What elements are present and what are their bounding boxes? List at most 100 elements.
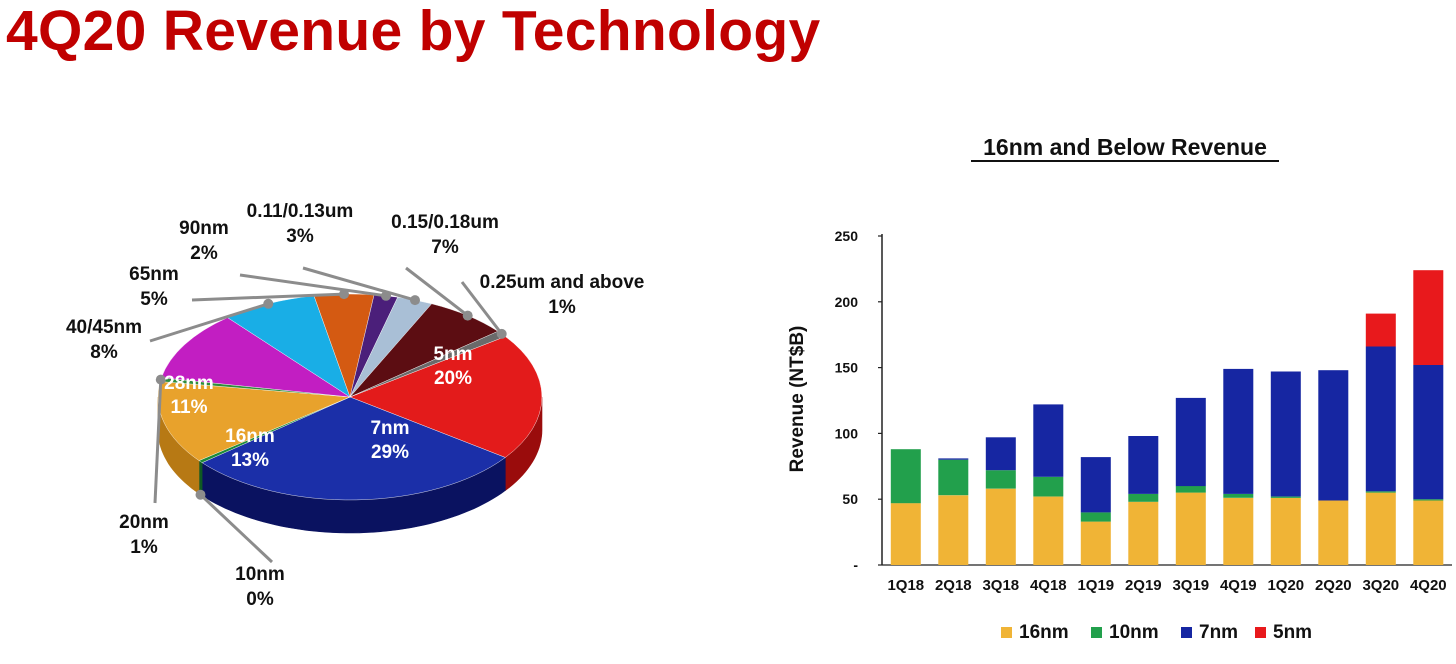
bar-chart-title: 16nm and Below Revenue <box>983 134 1267 160</box>
x-tick-label: 2Q19 <box>1125 577 1162 594</box>
pie-label-0-11-0-13um-pct: 3% <box>286 226 314 247</box>
bar-3q18-10nm <box>985 470 1016 489</box>
pie-leader-0-15-0-18um <box>405 266 469 317</box>
pie-chart: 5nm 20% 7nm 29% 10nm 0% 16nm 13% 20nm 1% 28nm 11% 40… <box>66 201 645 610</box>
page-title: 4Q20 Revenue by Technology <box>6 0 821 63</box>
bar-4q20-7nm <box>1413 365 1444 500</box>
x-tick-label: 1Q18 <box>887 577 924 594</box>
y-tick-label: - <box>853 557 858 573</box>
bar-2q19-16nm <box>1128 501 1159 565</box>
pie-label-65nm-pct: 5% <box>140 289 168 310</box>
pie-label-10nm: 10nm <box>235 564 285 585</box>
bar-1q19-16nm <box>1080 521 1111 565</box>
bar-3q18-16nm <box>985 488 1016 565</box>
pie-label-65nm: 65nm <box>129 264 179 285</box>
legend-label-16nm: 16nm <box>1019 622 1069 643</box>
pie-leader-10nm <box>199 493 274 564</box>
pie-leader-20nm <box>153 379 163 504</box>
pie-label-10nm-pct: 0% <box>246 589 274 610</box>
pie-leader-dot-10nm <box>195 489 206 500</box>
pie-label-7nm: 7nm <box>370 418 409 439</box>
pie-leader-0-25um-and-above <box>460 281 503 335</box>
x-tick-label: 3Q20 <box>1362 577 1399 594</box>
pie-label-40-45nm: 40/45nm <box>66 317 142 338</box>
legend-label-10nm: 10nm <box>1109 622 1159 643</box>
bar-4q19-7nm <box>1223 368 1254 494</box>
y-tick-label: 200 <box>835 294 859 310</box>
pie-leader-dot-0-15-0-18um <box>462 310 473 321</box>
pie-label-5nm-pct: 20% <box>434 368 472 389</box>
x-tick-label: 3Q18 <box>982 577 1019 594</box>
bar-2q18-7nm <box>938 458 969 460</box>
legend-label-7nm: 7nm <box>1199 622 1238 643</box>
pie-label-0-15-0-18um-pct: 7% <box>431 237 459 258</box>
pie-label-28nm: 28nm <box>164 373 214 394</box>
pie-leader-65nm <box>191 292 345 302</box>
pie-slice-5nm <box>349 336 543 458</box>
bar-4q20-5nm <box>1413 270 1444 365</box>
bar-4q18-10nm <box>1033 476 1064 497</box>
y-tick-label: 250 <box>835 228 859 244</box>
pie-leader-dot-0-25um-and-above <box>496 328 507 339</box>
bar-3q20-16nm <box>1365 492 1396 565</box>
pie-label-20nm: 20nm <box>119 512 169 533</box>
bar-3q20-7nm <box>1365 346 1396 492</box>
pie-leader-90nm <box>239 273 387 298</box>
bar-3q19-16nm <box>1175 492 1206 565</box>
bar-3q20-5nm <box>1365 313 1396 347</box>
bar-3q18-7nm <box>985 437 1016 471</box>
bar-1q18-16nm <box>890 503 921 565</box>
pie-leader-0-11-0-13um <box>302 266 416 302</box>
y-tick-label: 50 <box>842 491 858 507</box>
pie-label-90nm-pct: 2% <box>190 243 218 264</box>
bar-1q20-7nm <box>1270 371 1301 497</box>
bar-2q20-16nm <box>1318 500 1349 565</box>
x-tick-label: 3Q19 <box>1172 577 1209 594</box>
bar-1q19-7nm <box>1080 457 1111 513</box>
pie-label-0-25um-and-above: 0.25um and above <box>480 272 645 293</box>
x-tick-label: 2Q20 <box>1315 577 1352 594</box>
bar-2q18-10nm <box>938 459 969 496</box>
bar-4q19-10nm <box>1223 493 1254 498</box>
x-tick-label: 4Q18 <box>1030 577 1067 594</box>
legend-swatch-7nm <box>1181 627 1192 638</box>
pie-slice-28nm <box>161 317 351 398</box>
pie-label-0-15-0-18um: 0.15/0.18um <box>391 212 499 233</box>
x-tick-label: 4Q19 <box>1220 577 1257 594</box>
pie-slice-7nm <box>201 396 506 501</box>
pie-leader-40-45nm <box>149 302 269 343</box>
pie-label-16nm: 16nm <box>225 426 275 447</box>
pie-slice-16nm <box>157 381 351 461</box>
legend-swatch-10nm <box>1091 627 1102 638</box>
bar-4q20-10nm <box>1413 499 1444 501</box>
bar-4q18-7nm <box>1033 404 1064 477</box>
legend-label-5nm: 5nm <box>1273 622 1312 643</box>
legend-swatch-5nm <box>1255 627 1266 638</box>
bar-1q19-10nm <box>1080 512 1111 522</box>
y-tick-label: 100 <box>835 425 859 441</box>
bar-2q19-10nm <box>1128 493 1159 502</box>
bar-2q19-7nm <box>1128 436 1159 494</box>
bar-4q20-16nm <box>1413 500 1444 565</box>
bar-1q18-10nm <box>890 449 921 504</box>
bar-1q20-10nm <box>1270 496 1301 498</box>
x-tick-label: 4Q20 <box>1410 577 1447 594</box>
pie-label-20nm-pct: 1% <box>130 537 158 558</box>
bar-1q20-16nm <box>1270 497 1301 565</box>
bar-3q19-7nm <box>1175 397 1206 487</box>
pie-label-28nm-pct: 11% <box>171 397 208 418</box>
bar-3q20-10nm <box>1365 491 1396 493</box>
pie-leader-dot-20nm <box>155 374 166 385</box>
x-tick-label: 2Q18 <box>935 577 972 594</box>
pie-label-0-11-0-13um: 0.11/0.13um <box>247 201 354 222</box>
pie-label-40-45nm-pct: 8% <box>90 342 118 363</box>
bar-3q19-10nm <box>1175 486 1206 493</box>
pie-leader-dot-40-45nm <box>263 298 274 309</box>
pie-label-90nm: 90nm <box>179 218 229 239</box>
bar-2q20-7nm <box>1318 370 1349 501</box>
bar-4q18-16nm <box>1033 496 1064 565</box>
x-tick-label: 1Q19 <box>1077 577 1114 594</box>
bar-4q19-16nm <box>1223 497 1254 565</box>
pie-label-16nm-pct: 13% <box>231 450 269 471</box>
